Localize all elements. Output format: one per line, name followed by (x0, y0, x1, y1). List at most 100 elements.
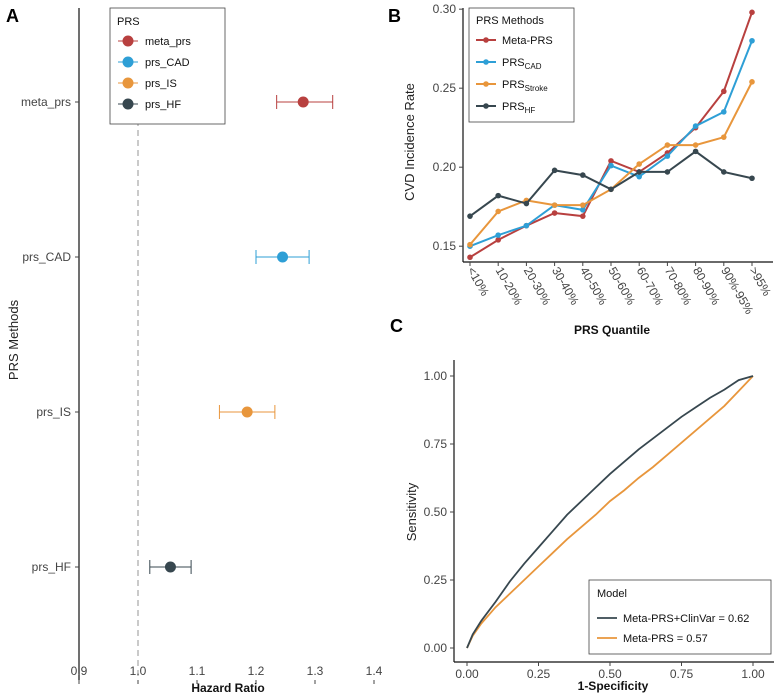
incidence-point (467, 241, 473, 248)
forest-legend: PRS meta_prs prs_CAD prs_IS prs_HF (109, 7, 226, 125)
roc-legend: Model Meta-PRS+ClinVar = 0.62 Meta-PRS = … (588, 579, 772, 655)
forest-legend-label: prs_HF (145, 99, 181, 111)
incidence-legend-key-dot (483, 81, 489, 87)
roc-x-tick: 0.25 (527, 667, 551, 681)
incidence-point (580, 172, 586, 178)
incidence-point (495, 232, 502, 238)
forest-plot-panel: A 0.9 1.0 1.1 1.2 1.3 1.4 meta_prs prs_CAD prs_… (6, 6, 383, 695)
incidence-legend-label: PRSHF (502, 101, 535, 115)
incidence-point (692, 142, 699, 148)
roc-y-tick: 0.75 (424, 437, 448, 451)
roc-y-tick: 0.25 (424, 573, 448, 587)
incidence-legend-key-dot (483, 59, 489, 65)
incidence-x-label: PRS Quantile (574, 323, 650, 337)
incidence-point (636, 173, 642, 180)
incidence-point (749, 175, 755, 182)
forest-point (297, 96, 309, 108)
incidence-point (608, 162, 614, 169)
forest-x-tick: 1.1 (189, 664, 206, 678)
incidence-point (664, 153, 671, 159)
incidence-point (749, 9, 755, 16)
incidence-point (551, 167, 558, 174)
forest-legend-key-dot (122, 35, 134, 47)
forest-legend-label: prs_IS (145, 78, 177, 90)
panel-label-a: A (6, 6, 19, 26)
roc-curve (466, 375, 754, 649)
roc-x-tick: 0.75 (670, 667, 694, 681)
forest-row-label: prs_HF (32, 560, 71, 574)
incidence-point (664, 142, 671, 148)
incidence-y-label: CVD Incidence Rate (402, 83, 417, 201)
incidence-y-tick: 0.25 (433, 81, 457, 95)
incidence-point (467, 213, 473, 219)
incidence-point (664, 169, 671, 175)
incidence-x-tick: >95% (746, 265, 774, 299)
roc-legend-label: Meta-PRS+ClinVar = 0.62 (623, 613, 749, 625)
incidence-point (692, 148, 699, 155)
incidence-point (608, 158, 614, 164)
incidence-point (580, 202, 586, 208)
roc-panel: C 0.00 0.25 0.50 0.75 1.00 0.00 0.25 0.50 0.75 1… (390, 316, 774, 693)
incidence-legend-label: Meta-PRS (502, 35, 553, 47)
incidence-point (608, 186, 614, 193)
incidence-legend-title: PRS Methods (476, 15, 544, 27)
roc-y-tick: 0.50 (424, 505, 448, 519)
roc-x-label: 1-Specificity (578, 679, 649, 693)
forest-x-tick: 1.2 (248, 664, 265, 678)
incidence-y-tick: 0.15 (433, 239, 457, 253)
roc-legend-title: Model (597, 588, 627, 600)
roc-x-tick: 0.00 (455, 667, 479, 681)
incidence-point (580, 207, 586, 213)
roc-x-tick: 0.50 (598, 667, 622, 681)
incidence-point (523, 222, 530, 229)
forest-point (164, 561, 176, 573)
incidence-point (636, 169, 642, 175)
incidence-point (523, 200, 530, 207)
roc-legend-label: Meta-PRS = 0.57 (623, 633, 708, 645)
roc-legend-box (588, 579, 772, 655)
forest-x-tick: 0.9 (71, 664, 88, 678)
forest-row-label: prs_CAD (22, 250, 71, 264)
forest-legend-key-dot (122, 98, 134, 110)
forest-legend-label: prs_CAD (145, 57, 190, 69)
incidence-point (721, 109, 727, 115)
forest-legend-key-dot (122, 77, 134, 89)
incidence-legend: PRS Methods Meta-PRS PRSCAD PRSStroke PRSHF (468, 7, 575, 123)
incidence-point (580, 213, 586, 219)
incidence-point (495, 208, 502, 215)
incidence-line-panel: B 0.150.200.250.30 <10% 10-20%20-30%30-40… (388, 2, 774, 337)
incidence-x-tick: <10% (464, 265, 492, 299)
incidence-point (495, 192, 502, 199)
forest-x-tick: 1.4 (366, 664, 383, 678)
roc-x-tick: 1.00 (741, 667, 765, 681)
incidence-legend-label: PRSCAD (502, 57, 542, 71)
roc-y-label: Sensitivity (404, 482, 419, 541)
forest-x-label: Hazard Ratio (191, 681, 264, 695)
incidence-point (636, 161, 642, 167)
roc-y-tick: 0.00 (424, 641, 448, 655)
incidence-legend-box (468, 7, 575, 123)
panel-label-c: C (390, 316, 403, 336)
forest-legend-title: PRS (117, 16, 140, 28)
forest-x-tick: 1.3 (307, 664, 324, 678)
incidence-point (467, 254, 473, 261)
forest-row-label: prs_IS (36, 405, 71, 419)
incidence-y-tick: 0.20 (433, 160, 457, 174)
forest-point (277, 251, 289, 263)
incidence-point (749, 37, 755, 44)
forest-legend-key-dot (122, 56, 134, 68)
incidence-point (721, 88, 727, 95)
incidence-legend-key-dot (483, 103, 489, 109)
incidence-point (721, 169, 727, 175)
incidence-point (721, 134, 727, 140)
incidence-point (551, 202, 558, 208)
incidence-legend-label: PRSStroke (502, 79, 548, 93)
incidence-point (495, 237, 502, 243)
forest-point (241, 406, 253, 418)
forest-legend-label: meta_prs (145, 36, 191, 48)
roc-y-tick: 1.00 (424, 369, 448, 383)
incidence-legend-key-dot (483, 37, 489, 43)
forest-y-label: PRS Methods (6, 299, 21, 380)
incidence-point (692, 123, 699, 129)
